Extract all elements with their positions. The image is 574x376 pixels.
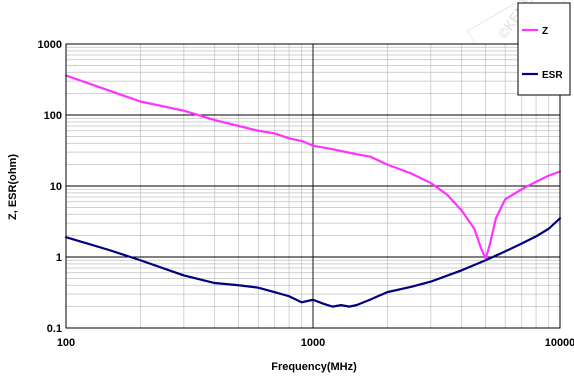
series-line-z: [64, 74, 562, 260]
x-axis-title: Frequency(MHz): [271, 361, 357, 373]
y-tick-label: 100: [44, 110, 62, 122]
legend-label-z: Z: [542, 26, 548, 37]
y-tick-label: 10: [50, 181, 62, 193]
x-tick-label: 10000: [545, 337, 574, 349]
y-tick-label: 1000: [38, 39, 62, 51]
legend-box: [517, 2, 571, 96]
legend-label-esr: ESR: [542, 70, 563, 81]
legend: Z ESR: [517, 2, 571, 96]
x-tick-label: 1000: [301, 337, 325, 349]
y-axis-title: Z, ESR(ohm): [7, 154, 19, 220]
series-layer: [64, 74, 562, 308]
y-tick-labels: 0.1 1 10 100 1000: [38, 39, 62, 335]
y-tick-label: 1: [56, 252, 62, 264]
series-line-esr: [64, 217, 562, 308]
x-tick-label: 100: [57, 337, 75, 349]
y-tick-label: 0.1: [47, 323, 62, 335]
plot-border: [65, 43, 561, 329]
plot-frame: [65, 43, 561, 329]
x-tick-labels: 100 1000 10000: [57, 337, 574, 349]
